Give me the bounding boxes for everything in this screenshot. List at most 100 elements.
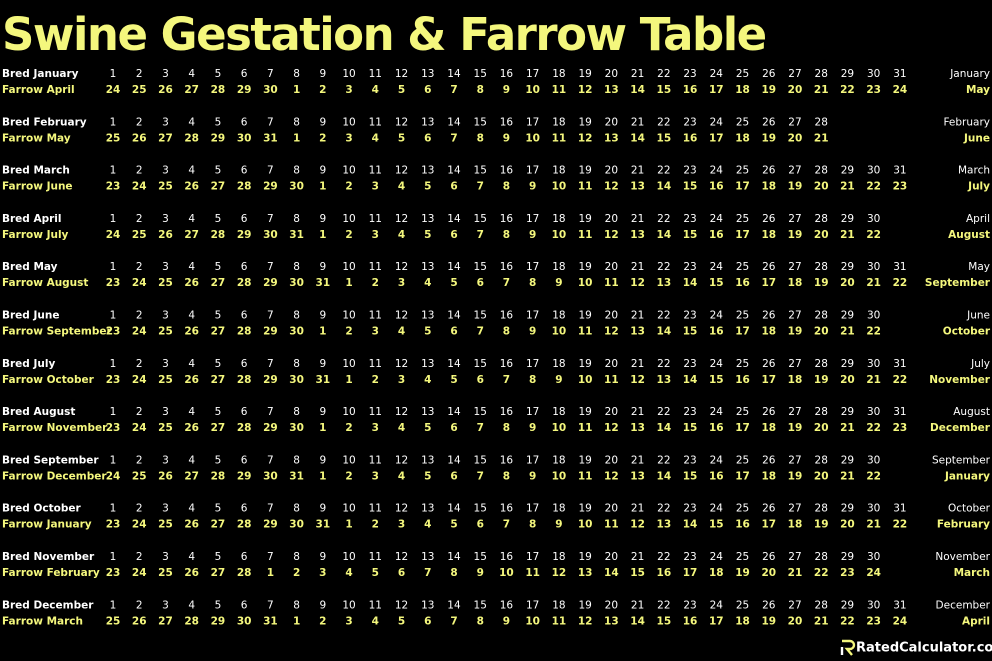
farrow-day: 18 (761, 229, 776, 241)
bred-month: August (953, 406, 990, 418)
farrow-day: 15 (683, 470, 698, 482)
bred-label: Bred February (2, 116, 87, 128)
bred-day: 14 (447, 503, 461, 515)
bred-day: 6 (241, 165, 248, 177)
bred-month: November (935, 551, 990, 563)
bred-day: 22 (657, 358, 670, 370)
bred-day: 8 (293, 551, 300, 563)
bred-day: 3 (162, 310, 169, 322)
bred-day: 22 (657, 68, 670, 80)
farrow-day: 14 (657, 181, 672, 193)
farrow-day: 18 (788, 374, 803, 386)
farrow-day: 31 (316, 374, 331, 386)
farrow-day: 4 (398, 470, 405, 482)
farrow-day: 20 (814, 229, 829, 241)
bred-day: 23 (683, 358, 696, 370)
farrow-day: 13 (657, 277, 672, 289)
bred-day: 13 (421, 599, 434, 611)
farrow-day: 5 (424, 326, 431, 338)
bred-day: 1 (110, 165, 117, 177)
bred-day: 19 (578, 116, 591, 128)
farrow-day: 3 (398, 374, 405, 386)
farrow-day: 6 (424, 84, 431, 96)
bred-day: 9 (319, 116, 326, 128)
bred-day: 5 (215, 358, 222, 370)
farrow-day: 10 (552, 470, 567, 482)
bred-day: 10 (342, 310, 355, 322)
bred-day: 18 (552, 116, 565, 128)
bred-day: 3 (162, 116, 169, 128)
bred-day: 18 (552, 310, 565, 322)
farrow-day: 3 (345, 132, 352, 144)
farrow-day: 25 (158, 567, 173, 579)
bred-day: 6 (241, 116, 248, 128)
farrow-month: May (966, 84, 990, 96)
bred-day: 16 (500, 116, 514, 128)
bred-day: 17 (526, 213, 539, 225)
bred-day: 3 (162, 551, 169, 563)
bred-day: 30 (867, 503, 880, 515)
bred-day: 18 (552, 503, 565, 515)
farrow-day: 16 (735, 277, 750, 289)
bred-day: 10 (342, 406, 355, 418)
bred-day: 16 (500, 68, 514, 80)
farrow-day: 12 (578, 132, 593, 144)
bred-day: 18 (552, 165, 565, 177)
bred-day: 20 (605, 213, 618, 225)
bred-day: 12 (395, 406, 408, 418)
farrow-day: 21 (840, 422, 855, 434)
bred-day: 28 (815, 261, 828, 273)
farrow-day: 26 (184, 326, 199, 338)
farrow-day: 1 (267, 567, 274, 579)
farrow-day: 18 (761, 326, 776, 338)
farrow-day: 18 (735, 615, 750, 627)
bred-day: 5 (215, 406, 222, 418)
bred-day: 22 (657, 454, 670, 466)
farrow-day: 16 (683, 615, 698, 627)
bred-day: 12 (395, 261, 408, 273)
farrow-month: October (943, 326, 991, 338)
farrow-day: 2 (319, 615, 326, 627)
farrow-day: 14 (630, 84, 645, 96)
farrow-day: 27 (184, 470, 199, 482)
farrow-day: 13 (630, 229, 645, 241)
farrow-day: 21 (866, 519, 881, 531)
bred-day: 27 (788, 454, 801, 466)
farrow-day: 13 (604, 615, 619, 627)
farrow-day: 7 (503, 277, 510, 289)
farrow-day: 20 (788, 84, 803, 96)
bred-day: 1 (110, 261, 117, 273)
farrow-day: 19 (788, 326, 803, 338)
farrow-day: 7 (477, 470, 484, 482)
bred-day: 23 (683, 310, 696, 322)
farrow-month: July (967, 181, 990, 193)
farrow-day: 9 (503, 132, 510, 144)
bred-day: 9 (319, 358, 326, 370)
farrow-day: 12 (578, 84, 593, 96)
bred-day: 9 (319, 454, 326, 466)
farrow-day: 19 (814, 374, 829, 386)
bred-day: 12 (395, 454, 408, 466)
farrow-day: 7 (503, 519, 510, 531)
farrow-day: 30 (289, 277, 304, 289)
farrow-day: 9 (529, 422, 536, 434)
farrow-day: 1 (319, 422, 326, 434)
farrow-day: 13 (578, 567, 593, 579)
farrow-day: 16 (735, 374, 750, 386)
farrow-day: 22 (866, 229, 881, 241)
bred-day: 11 (369, 68, 382, 80)
bred-day: 13 (421, 406, 434, 418)
bred-day: 17 (526, 358, 539, 370)
bred-day: 31 (893, 68, 906, 80)
bred-day: 4 (188, 310, 195, 322)
bred-day: 23 (683, 406, 696, 418)
bred-day: 15 (474, 406, 487, 418)
bred-day: 17 (526, 503, 539, 515)
bred-day: 26 (762, 116, 776, 128)
farrow-day: 3 (372, 326, 379, 338)
farrow-day: 7 (450, 84, 457, 96)
farrow-month: September (925, 277, 991, 289)
farrow-day: 28 (237, 567, 252, 579)
farrow-day: 5 (450, 277, 457, 289)
bred-day: 10 (342, 454, 355, 466)
